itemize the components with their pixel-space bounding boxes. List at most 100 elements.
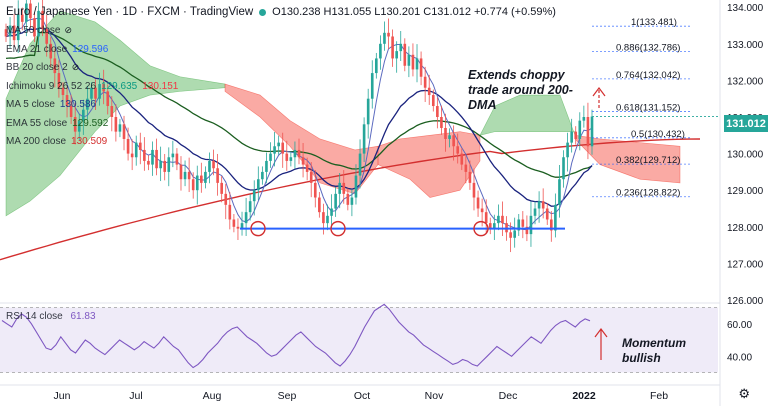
candle	[566, 142, 569, 158]
candle	[305, 164, 309, 172]
candle	[110, 106, 114, 117]
candle	[342, 182, 346, 194]
fib-level-label: 1(133.481)	[631, 17, 677, 28]
rsi-band	[0, 307, 718, 373]
candle	[362, 124, 366, 154]
candle	[395, 51, 398, 59]
candle	[106, 91, 110, 107]
candle	[399, 43, 403, 52]
candle	[411, 54, 415, 70]
candle	[334, 193, 337, 209]
candle	[114, 117, 118, 132]
candle	[301, 157, 305, 165]
candle	[16, 14, 20, 41]
candle	[318, 197, 321, 213]
candle	[338, 182, 342, 194]
indicator-legend-item[interactable]: MA 200 close 130.509	[6, 136, 107, 147]
candle	[73, 117, 77, 132]
rsi-tick-label: 60.00	[727, 320, 752, 331]
candle	[431, 95, 435, 107]
fib-level-label: 0.5(130.432)	[631, 129, 685, 140]
annotation-main: Extends choppy trade around 200-DMA	[468, 68, 573, 112]
candle	[484, 212, 488, 224]
candle	[244, 212, 248, 224]
candle	[574, 131, 578, 139]
indicator-label: MA 200 close	[6, 136, 67, 147]
candle	[448, 135, 451, 139]
rsi-tick-label: 40.00	[727, 352, 752, 363]
candle	[220, 182, 223, 194]
candle	[163, 160, 167, 172]
candle	[33, 18, 36, 37]
candle	[273, 146, 276, 154]
candle	[549, 219, 553, 231]
indicator-label: MA 5 close	[6, 99, 55, 110]
indicator-legend-item[interactable]: MA 5 close 130.586	[6, 99, 96, 110]
candle	[537, 201, 541, 209]
candle	[501, 215, 504, 224]
candle	[134, 142, 138, 158]
indicator-legend-item[interactable]: EMA 55 close 129.592	[6, 118, 108, 129]
candle	[159, 160, 162, 169]
candle	[147, 160, 150, 165]
candle	[313, 182, 317, 198]
candle	[533, 208, 537, 216]
candle	[383, 32, 386, 44]
price-tick-label: 127.000	[727, 259, 764, 270]
candle	[122, 124, 126, 139]
candle	[562, 157, 565, 180]
indicator-value: 130.586	[59, 99, 97, 110]
indicator-legend-item[interactable]: Ichimoku 9 26 52 26 129.635 130.151	[6, 81, 178, 92]
candle	[57, 73, 61, 88]
indicator-value: 129.592	[72, 117, 109, 129]
candle	[281, 142, 285, 154]
candle	[45, 29, 49, 44]
annotation-rsi: Momentum bullish	[622, 336, 686, 365]
candle	[497, 215, 500, 224]
support-touch-circle	[330, 220, 346, 237]
ichimoku-cloud-bear	[377, 131, 481, 198]
indicator-value: 130.509	[71, 136, 108, 147]
indicator-value: 129.635	[101, 80, 138, 92]
candle	[350, 197, 354, 205]
candle	[525, 226, 529, 235]
candle	[460, 153, 464, 165]
price-tick-label: 130.000	[727, 150, 764, 161]
rsi-line	[1, 303, 591, 369]
candle	[25, 3, 28, 22]
candle	[4, 29, 8, 37]
candle	[130, 153, 134, 158]
price-tick-label: 133.000	[727, 40, 764, 51]
time-tick-label: Jun	[54, 390, 71, 402]
candle	[493, 223, 496, 229]
candle	[407, 54, 411, 66]
symbol-title[interactable]: Euro / Japanese Yen · 1D · FXCM · Tradin…	[6, 6, 254, 18]
candle	[236, 226, 240, 229]
last-price-tag: 131.012	[724, 115, 768, 132]
indicator-legend-item[interactable]: MA 50 close ⊘	[6, 25, 72, 36]
hidden-eye-icon[interactable]: ⊘	[64, 25, 73, 35]
candle	[387, 32, 390, 37]
indicator-legend-item[interactable]: BB 20 close 2 ⊘	[6, 62, 79, 73]
candle	[521, 219, 525, 227]
candle	[29, 3, 32, 19]
candle	[204, 171, 207, 183]
candle	[37, 10, 40, 37]
indicator-label: MA 50 close	[6, 25, 61, 36]
candle	[208, 160, 211, 172]
indicator-value: 129.596	[72, 43, 109, 55]
ohlc-readout: O130.238 H131.055 L130.201 C131.012 +0.7…	[272, 6, 556, 18]
candle	[228, 204, 232, 220]
candle	[94, 87, 97, 99]
candle	[183, 171, 187, 180]
hidden-eye-icon[interactable]: ⊘	[71, 62, 80, 72]
settings-gear-icon[interactable]: ⚙	[738, 386, 750, 401]
candle	[509, 232, 512, 238]
candle	[403, 43, 407, 66]
indicator-legend-item[interactable]: EMA 21 close 129.596	[6, 44, 108, 55]
candle	[586, 117, 590, 147]
candle	[248, 201, 252, 213]
candle	[529, 215, 533, 235]
candle	[53, 58, 57, 74]
